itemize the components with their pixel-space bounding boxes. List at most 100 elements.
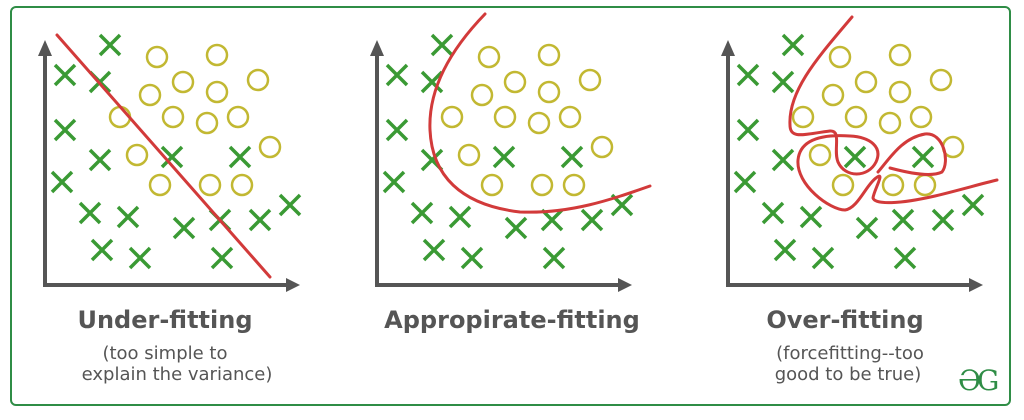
circle-point: [821, 83, 845, 107]
cross-point: [278, 193, 302, 217]
cross-point: [843, 145, 867, 169]
cross-point: [771, 70, 795, 94]
cross-point: [385, 63, 409, 87]
cross-point: [128, 246, 152, 270]
overfit-curve-main: [788, 15, 999, 212]
cross-point: [771, 148, 795, 172]
appropriate-fit-curve: [428, 12, 652, 214]
cross-point: [53, 118, 77, 142]
circle-point: [161, 105, 185, 129]
x-axis-arrow-icon: [618, 278, 632, 292]
circle-point: [493, 105, 517, 129]
circle-point: [198, 173, 222, 197]
cross-point: [799, 205, 823, 229]
circle-point: [888, 43, 912, 67]
overfit-curve-loop: [876, 132, 947, 176]
circle-point: [125, 143, 149, 167]
circle-point: [878, 111, 902, 135]
circle-point: [854, 70, 878, 94]
cross-point: [88, 148, 112, 172]
cross-point: [78, 201, 102, 225]
cross-point: [385, 118, 409, 142]
circle-point: [108, 105, 132, 129]
circle-point: [929, 68, 953, 92]
circle-point: [226, 105, 250, 129]
panel-title-appropriate: Appropirate-fitting: [384, 306, 640, 334]
circle-point: [881, 173, 905, 197]
x-axis-arrow-icon: [969, 278, 983, 292]
circle-point: [844, 105, 868, 129]
circle-point: [831, 173, 855, 197]
cross-point: [430, 33, 454, 57]
y-axis-arrow-icon: [370, 40, 384, 56]
panel-subtitle-overfitting-2: good to be true): [774, 364, 922, 385]
circle-point: [888, 80, 912, 104]
cross-point: [855, 216, 879, 240]
circle-point: [145, 45, 169, 69]
cross-point: [540, 208, 564, 232]
cross-point: [736, 63, 760, 87]
y-axis-arrow-icon: [38, 40, 52, 56]
cross-point: [736, 118, 760, 142]
circle-point: [558, 105, 582, 129]
cross-point: [542, 246, 566, 270]
cross-point: [448, 205, 472, 229]
circle-point: [909, 105, 933, 129]
circle-point: [527, 111, 551, 135]
cross-point: [504, 216, 528, 240]
panel-title-overfitting: Over-fitting: [766, 306, 924, 334]
cross-point: [410, 201, 434, 225]
circle-point: [246, 68, 270, 92]
cross-point: [50, 170, 74, 194]
diagram-border: [10, 6, 1011, 406]
cross-point: [160, 145, 184, 169]
cross-point: [911, 145, 935, 169]
cross-point: [422, 238, 446, 262]
circle-point: [148, 173, 172, 197]
panel-subtitle-underfitting-1: (too simple to: [102, 343, 228, 364]
circle-point: [171, 70, 195, 94]
circle-point: [503, 70, 527, 94]
cross-point: [90, 238, 114, 262]
cross-point: [560, 145, 584, 169]
panel-subtitle-overfitting-1: (forcefitting--too: [776, 343, 924, 364]
cross-point: [382, 170, 406, 194]
panel-title-underfitting: Under-fitting: [77, 306, 253, 334]
cross-point: [781, 33, 805, 57]
circle-point: [578, 68, 602, 92]
cross-point: [53, 63, 77, 87]
cross-point: [172, 216, 196, 240]
cross-point: [116, 205, 140, 229]
circle-point: [537, 80, 561, 104]
circle-point: [138, 83, 162, 107]
cross-point: [893, 246, 917, 270]
x-axis-arrow-icon: [286, 278, 300, 292]
circle-point: [808, 143, 832, 167]
circle-point: [205, 43, 229, 67]
cross-point: [98, 33, 122, 57]
circle-point: [205, 80, 229, 104]
cross-point: [811, 246, 835, 270]
y-axis-arrow-icon: [721, 40, 735, 56]
circle-point: [562, 173, 586, 197]
cross-point: [773, 238, 797, 262]
cross-point: [580, 208, 604, 232]
cross-point: [228, 145, 252, 169]
circle-point: [230, 173, 254, 197]
circle-point: [440, 105, 464, 129]
circle-point: [477, 45, 501, 69]
circle-point: [195, 111, 219, 135]
cross-point: [248, 208, 272, 232]
cross-point: [931, 208, 955, 232]
cross-point: [891, 208, 915, 232]
underfit-line: [55, 33, 272, 279]
circle-point: [828, 45, 852, 69]
circle-point: [457, 143, 481, 167]
cross-point: [761, 201, 785, 225]
circle-point: [480, 173, 504, 197]
cross-point: [492, 145, 516, 169]
cross-point: [733, 170, 757, 194]
circle-point: [258, 135, 282, 159]
circle-point: [530, 173, 554, 197]
cross-point: [420, 70, 444, 94]
